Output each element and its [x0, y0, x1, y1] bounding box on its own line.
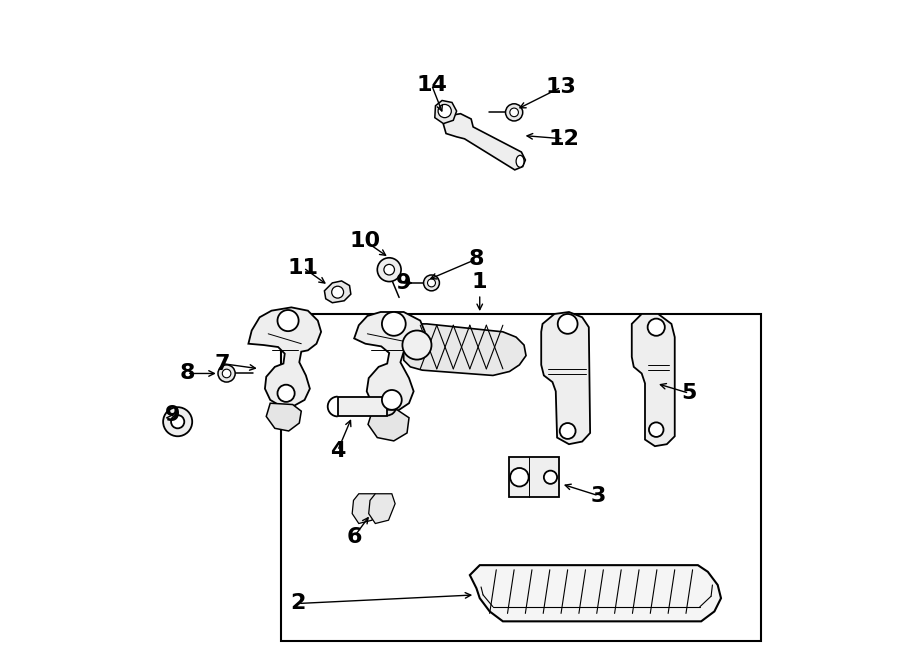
Circle shape: [648, 319, 665, 336]
Text: 8: 8: [469, 249, 484, 269]
Bar: [338, 397, 387, 416]
Circle shape: [509, 108, 518, 116]
Circle shape: [506, 104, 523, 121]
Circle shape: [163, 407, 193, 436]
Bar: [282, 314, 760, 641]
Text: 2: 2: [291, 594, 306, 613]
Polygon shape: [368, 410, 409, 441]
Polygon shape: [541, 312, 590, 444]
Circle shape: [438, 104, 451, 118]
Circle shape: [377, 258, 401, 282]
Polygon shape: [324, 281, 351, 303]
Text: 9: 9: [165, 405, 180, 425]
Ellipse shape: [516, 155, 524, 167]
Circle shape: [277, 385, 294, 402]
Text: 10: 10: [350, 231, 381, 251]
Circle shape: [382, 390, 401, 410]
Bar: [509, 457, 559, 497]
Circle shape: [424, 275, 439, 291]
Polygon shape: [369, 494, 395, 524]
Circle shape: [510, 468, 528, 486]
Circle shape: [558, 314, 578, 334]
Polygon shape: [470, 565, 721, 621]
Circle shape: [384, 264, 394, 275]
Circle shape: [382, 312, 406, 336]
Circle shape: [332, 286, 344, 298]
Text: 3: 3: [591, 486, 607, 506]
Text: 4: 4: [330, 441, 346, 461]
Polygon shape: [355, 312, 425, 411]
Text: 13: 13: [545, 77, 577, 97]
Text: 11: 11: [288, 258, 319, 278]
Polygon shape: [444, 114, 526, 170]
Text: 1: 1: [472, 272, 488, 292]
Polygon shape: [266, 403, 302, 431]
Circle shape: [560, 423, 576, 439]
Polygon shape: [404, 324, 526, 375]
Circle shape: [222, 369, 231, 377]
Circle shape: [544, 471, 557, 484]
Text: 12: 12: [548, 129, 579, 149]
Circle shape: [649, 422, 663, 437]
Text: 9: 9: [396, 273, 411, 293]
Circle shape: [277, 310, 299, 331]
Circle shape: [171, 415, 184, 428]
Text: 14: 14: [416, 75, 447, 95]
Text: 6: 6: [346, 527, 362, 547]
Circle shape: [218, 365, 235, 382]
Text: 8: 8: [179, 364, 194, 383]
Text: 5: 5: [681, 383, 697, 403]
Polygon shape: [248, 307, 321, 407]
Polygon shape: [352, 494, 379, 524]
Circle shape: [402, 330, 431, 360]
Polygon shape: [632, 314, 675, 446]
Circle shape: [428, 279, 436, 287]
Polygon shape: [435, 100, 456, 124]
Text: 7: 7: [214, 354, 230, 373]
